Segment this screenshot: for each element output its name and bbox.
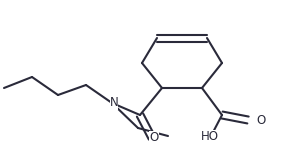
Text: O: O bbox=[149, 131, 159, 144]
Text: N: N bbox=[110, 96, 118, 110]
Text: HO: HO bbox=[201, 130, 219, 143]
Text: O: O bbox=[256, 114, 265, 126]
